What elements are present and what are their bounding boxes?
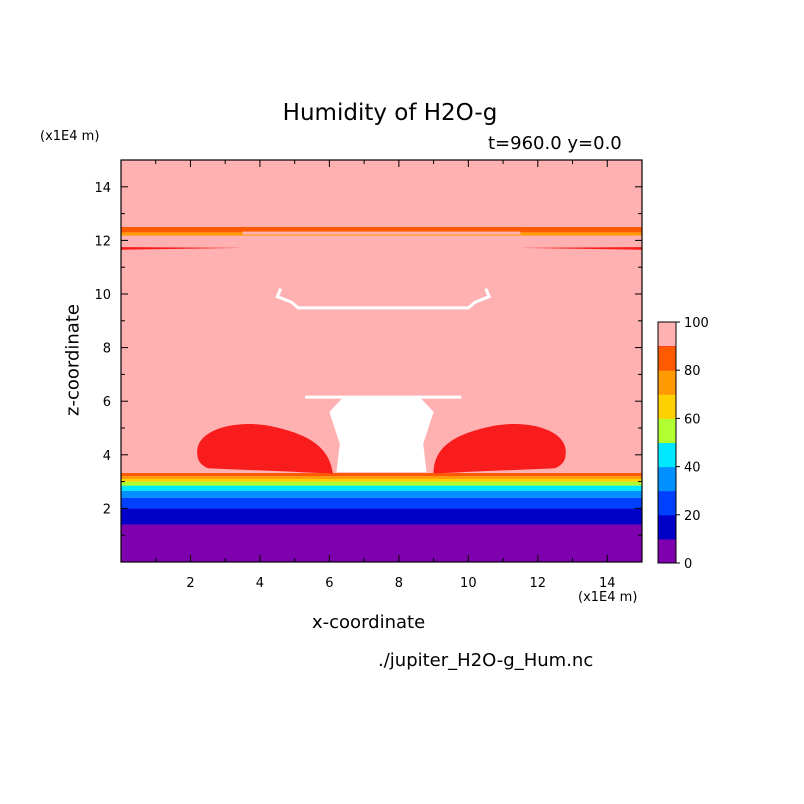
- white-bracket-upper: [275, 288, 492, 310]
- x-tick-label: 12: [530, 576, 547, 591]
- plot-axes: 2 4 6 8 10 12 14 2 4 6 8 10 12 14: [94, 159, 643, 591]
- colorbar-segment-1: [658, 514, 676, 540]
- saturated-cell-left: [197, 423, 333, 474]
- upper-band-center: [242, 231, 521, 235]
- colorbar-segment-7: [658, 370, 676, 395]
- humidity-layer-2: [121, 497, 642, 509]
- humidity-layer-1: [121, 508, 642, 525]
- plot-frame: [120, 159, 643, 563]
- saturated-cell-right: [433, 423, 566, 474]
- x-tick-label: 6: [325, 576, 333, 591]
- y-tick-label: 6: [103, 395, 111, 410]
- humidity-layer-7: [121, 476, 642, 479]
- y-tick-label: 2: [103, 502, 111, 517]
- x-tick-label: 2: [186, 576, 194, 591]
- y-tick-label: 12: [94, 234, 111, 249]
- colorbar-segment-2: [658, 490, 676, 516]
- x-tick-label: 14: [599, 576, 616, 591]
- x-axis-unit: (x1E4 m): [578, 590, 638, 605]
- humidity-layer-6: [121, 478, 642, 482]
- colorbar-segment-top: [658, 322, 676, 347]
- white-column: [329, 397, 434, 473]
- x-axis-label: x-coordinate: [312, 612, 426, 633]
- humidity-layer-3: [121, 490, 642, 498]
- humidity-features: [121, 227, 642, 474]
- humidity-layers: [121, 160, 642, 562]
- y-tick-label: 14: [94, 181, 111, 196]
- time-location-label: t=960.0 y=0.0: [488, 133, 622, 154]
- colorbar: 0 20 40 60 80 100: [657, 316, 709, 572]
- source-file-label: ./jupiter_H2O-g_Hum.nc: [378, 650, 594, 671]
- colorbar-label: 20: [684, 509, 701, 524]
- colorbar-segment-4: [658, 442, 676, 468]
- humidity-layer-5: [121, 481, 642, 486]
- humidity-layer-8: [121, 473, 642, 477]
- band-edge-right: [520, 247, 642, 250]
- colorbar-segment-5: [658, 418, 676, 443]
- humidity-layer-4: [121, 485, 642, 491]
- colorbar-label: 60: [684, 412, 701, 427]
- x-tick-label: 8: [395, 576, 403, 591]
- x-tick-label: 4: [256, 576, 264, 591]
- colorbar-segment-8: [658, 346, 676, 371]
- x-tick-label: 10: [460, 576, 477, 591]
- colorbar-label: 0: [684, 557, 692, 572]
- colorbar-label: 40: [684, 461, 701, 476]
- y-tick-label: 4: [103, 449, 111, 464]
- humidity-layer-0: [121, 524, 642, 562]
- y-tick-label: 10: [94, 288, 111, 303]
- colorbar-segment-0: [658, 538, 676, 564]
- colorbar-label: 80: [684, 364, 701, 379]
- colorbar-segment-3: [658, 466, 676, 492]
- colorbar-label: 100: [684, 316, 709, 331]
- upper-band-0: [121, 227, 642, 233]
- y-tick-label: 8: [103, 342, 111, 357]
- colorbar-frame: [657, 321, 677, 564]
- colorbar-segment-6: [658, 394, 676, 419]
- chart-title: Humidity of H2O-g: [282, 100, 498, 126]
- y-axis-unit: (x1E4 m): [40, 129, 100, 144]
- band-edge-left: [121, 247, 243, 250]
